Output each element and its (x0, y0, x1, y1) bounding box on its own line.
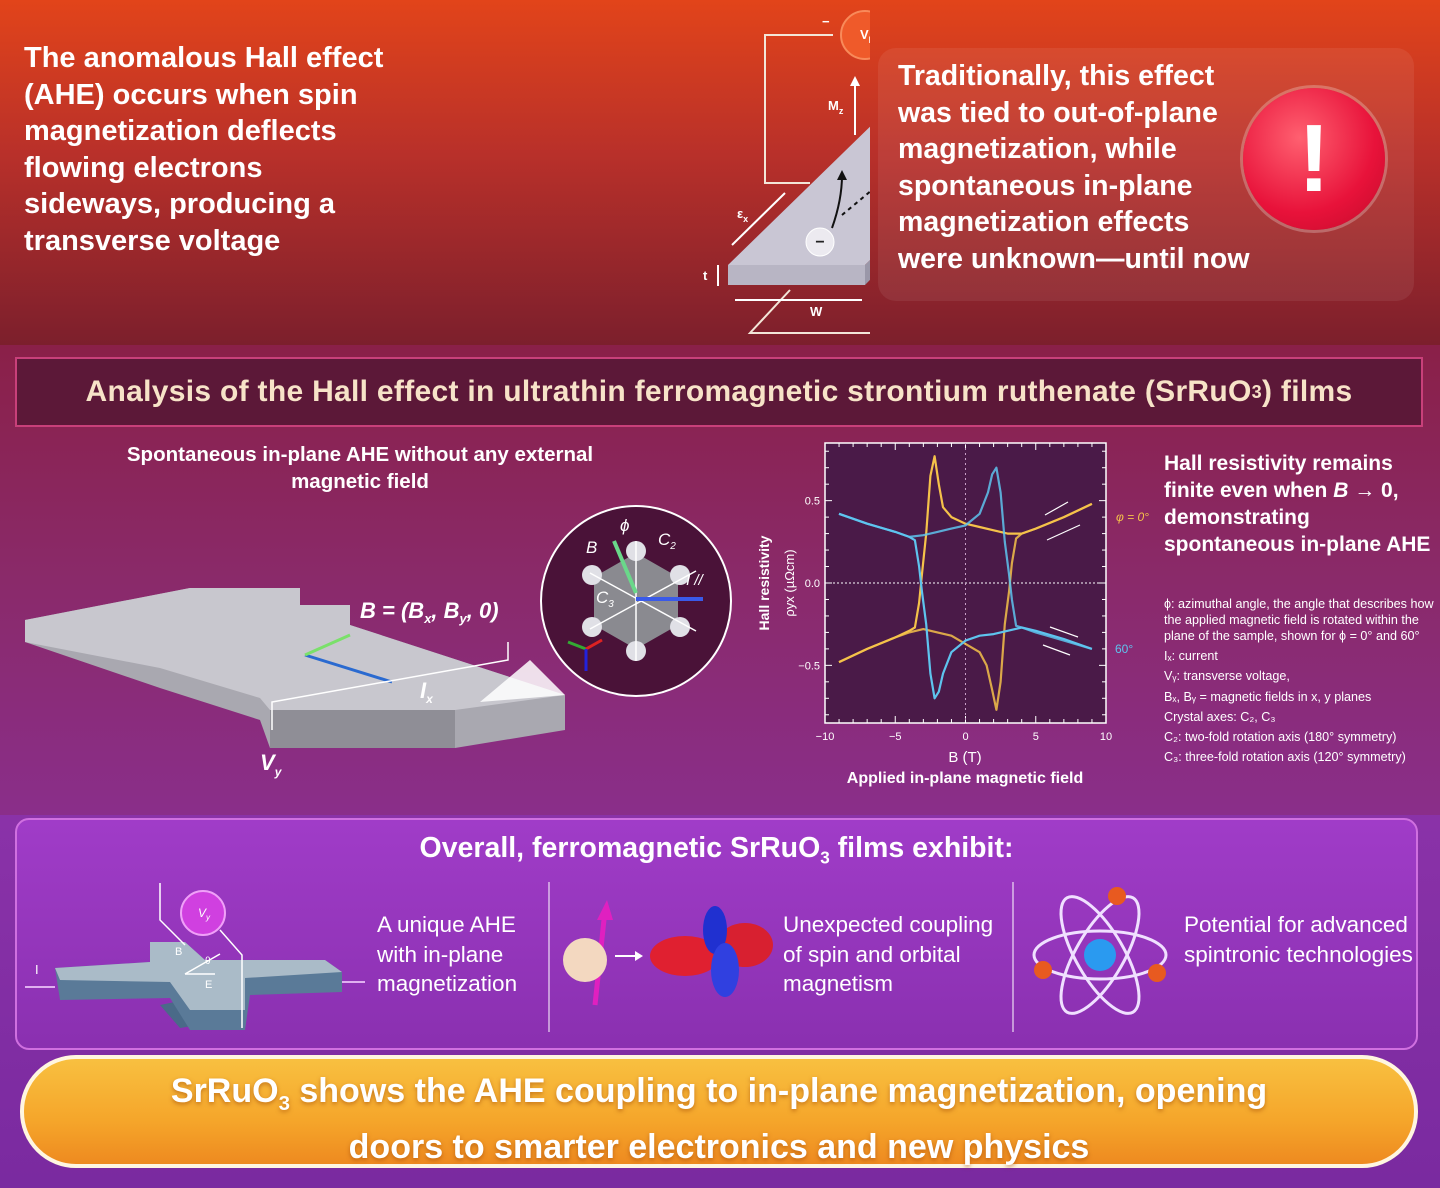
ex-arrow-icon (731, 192, 786, 246)
svg-text:B: B (586, 538, 597, 557)
svg-text:C2: C2 (658, 530, 676, 552)
current-arrowhead (480, 660, 565, 702)
note: ϕ: azimuthal angle, the angle that descr… (1164, 597, 1434, 643)
series-1-branch-0-line (838, 512, 1093, 700)
note: C₂: two-fold rotation axis (180° symmetr… (1164, 730, 1397, 745)
x-tick-label: −10 (816, 731, 835, 743)
y-tick-label: 0.0 (805, 578, 820, 590)
hall-resistivity-chart: −10 −5 0 5 10 0.5 0.0 −0.5 Hall resistivity ρyx… (756, 442, 1149, 787)
svg-text:VH: VH (860, 27, 870, 45)
svg-text:I: I (35, 962, 39, 977)
top-section (0, 0, 1440, 345)
note: C₃: three-fold rotation axis (120° symme… (1164, 750, 1406, 765)
atoms (582, 541, 690, 661)
svg-text:Ix: Ix (420, 678, 434, 706)
spin-sphere (563, 938, 607, 982)
nucleus (1084, 939, 1116, 971)
atom-icon (1032, 887, 1168, 1015)
bx-arrow-icon (304, 653, 393, 684)
spontaneous-subtitle: Spontaneous in-plane AHE without any ext… (126, 443, 594, 493)
note: Iₓ: current (1164, 649, 1218, 663)
glossary-notes: ϕ: azimuthal angle, the angle that descr… (1164, 596, 1434, 770)
spin-orbital-icon (563, 900, 773, 1006)
svg-text:−: − (815, 234, 824, 251)
x-tick-label: 10 (1100, 731, 1112, 743)
x-tick-label: 5 (1033, 731, 1039, 743)
svg-text:E: E (205, 979, 212, 991)
svg-text:Mz: Mz (828, 98, 844, 116)
conclusion-banner: SrRuO3 shows the AHE coupling to in-plan… (20, 1055, 1418, 1168)
summary-item-3: Potential for advanced spintronic techno… (1184, 912, 1413, 967)
svg-text:t: t (703, 268, 708, 283)
summary-item-2: Unexpected coupling of spin and orbital … (783, 912, 994, 996)
svg-text:I //: I // (686, 572, 705, 589)
note: Vᵧ: transverse voltage, (1164, 669, 1290, 684)
traditional-text: Traditionally, this effect was tied to o… (898, 60, 1250, 275)
legend-phi-0: φ = 0° (1116, 510, 1149, 524)
x-axis-label: B (T) (948, 749, 981, 766)
summary-item-1: A unique AHE with in-plane magnetization (377, 912, 518, 996)
hall-bar-device-icon: Vy I B θ E (25, 883, 365, 1030)
sweep-direction-arrows (1042, 501, 1081, 656)
svg-text:W: W (810, 304, 823, 319)
svg-text:ϕ: ϕ (620, 516, 629, 535)
svg-text:−: − (822, 14, 830, 29)
analysis-title: Analysis of the Hall effect in ultrathin… (15, 357, 1423, 427)
series-0-branch-1-line (838, 502, 1093, 711)
device-illustration: B = (Bx, By, 0) Ix Vy (25, 588, 565, 779)
crystal-structure: ϕ B C2 C3 I // (540, 505, 732, 697)
y-axis-unit-label: ρyx (µΩcm) (782, 549, 797, 616)
note: Bₓ, Bᵧ = magnetic fields in x, y planes (1164, 689, 1372, 704)
svg-text:B: B (175, 946, 182, 958)
b-field-arrow-icon (304, 633, 351, 657)
x-tick-label: 0 (962, 731, 968, 743)
y-tick-label: 0.5 (805, 496, 820, 508)
ahe-schematic: − VH − + I Mz εy εx Vx + − L W t (703, 10, 870, 334)
x-tick-label: −5 (889, 731, 902, 743)
divider (548, 882, 550, 1032)
slab-top (728, 126, 870, 265)
vh-meter (840, 10, 870, 60)
series-0-branch-0-line (838, 455, 1093, 664)
svg-text:Vy: Vy (260, 750, 283, 779)
note: Crystal axes: C₂, C₃ (1164, 709, 1276, 724)
svg-text:C3: C3 (596, 588, 614, 610)
electron-icon (805, 227, 835, 257)
axis-triad-icon (567, 638, 603, 671)
b-field-arrow-icon (612, 540, 638, 594)
intro-text: The anomalous Hall effect (AHE) occurs w… (24, 42, 384, 257)
exclamation-icon: ! (1243, 88, 1385, 230)
series-1-branch-1-line (838, 466, 1093, 650)
b-vector-label: B = (Bx, By, 0) (360, 598, 499, 626)
vy-meter (180, 890, 226, 936)
circuit-wires (747, 34, 870, 334)
x-axis-caption: Applied in-plane magnetic field (847, 770, 1083, 787)
legend-60: 60° (1115, 642, 1133, 656)
divider (1012, 882, 1014, 1032)
svg-text:εx: εx (737, 206, 748, 224)
y-axis-label: Hall resistivity (756, 535, 772, 630)
hall-finding-heading: Hall resistivity remains finite even whe… (1164, 452, 1431, 556)
y-tick-label: −0.5 (798, 660, 820, 672)
summary-title: Overall, ferromagnetic SrRuO3 films exhi… (419, 832, 1014, 868)
svg-text:Vy: Vy (198, 906, 211, 922)
